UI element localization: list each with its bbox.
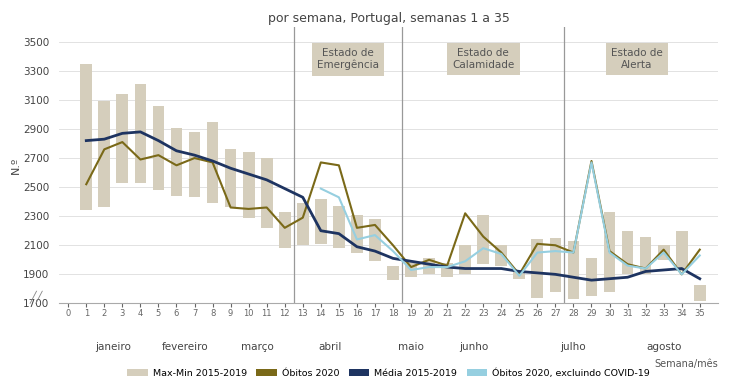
Bar (387, 266, 399, 280)
Text: Estado de
Emergência: Estado de Emergência (317, 48, 379, 70)
Bar (260, 158, 272, 228)
Bar (315, 199, 326, 244)
Bar (225, 149, 237, 207)
Bar (604, 212, 616, 292)
Title: por semana, Portugal, semanas 1 a 35: por semana, Portugal, semanas 1 a 35 (268, 12, 509, 25)
Bar (460, 245, 471, 274)
Bar (423, 258, 435, 274)
Bar (622, 231, 633, 274)
Text: Semana/mês: Semana/mês (654, 359, 718, 369)
Bar (477, 215, 489, 264)
Text: junho: junho (460, 342, 489, 352)
Bar (351, 215, 363, 252)
Text: Estado de
Alerta: Estado de Alerta (610, 48, 662, 70)
Text: fevereiro: fevereiro (162, 342, 209, 352)
Bar (81, 63, 92, 210)
Bar (514, 270, 525, 279)
Bar (116, 94, 128, 183)
Text: março: março (241, 342, 274, 352)
Text: maio: maio (398, 342, 424, 352)
Legend: Max-Min 2015-2019, Óbitos 2020, Média 2015-2019, Óbitos 2020, excluindo COVID-19: Max-Min 2015-2019, Óbitos 2020, Média 20… (124, 364, 653, 382)
Text: janeiro: janeiro (95, 342, 131, 352)
Bar (152, 106, 164, 190)
Y-axis label: N.º: N.º (10, 157, 21, 174)
Bar (98, 102, 110, 207)
Bar (406, 261, 417, 277)
Bar (640, 237, 651, 274)
Bar (333, 206, 345, 248)
Bar (243, 152, 255, 218)
Bar (297, 203, 309, 245)
Bar (171, 128, 182, 196)
Bar (658, 245, 670, 260)
Bar (135, 84, 147, 183)
Text: julho: julho (561, 342, 586, 352)
Bar (279, 212, 291, 248)
Text: abril: abril (318, 342, 342, 352)
Text: ╱╱: ╱╱ (30, 290, 43, 303)
Text: agosto: agosto (646, 342, 682, 352)
Text: Estado de
Calamidade: Estado de Calamidade (452, 48, 514, 70)
Bar (676, 231, 687, 272)
Bar (694, 284, 706, 301)
Bar (495, 245, 507, 266)
Bar (531, 240, 543, 298)
Bar (585, 258, 597, 296)
Bar (369, 219, 381, 261)
Bar (550, 238, 561, 292)
Bar (441, 263, 453, 277)
Bar (206, 122, 218, 203)
Bar (568, 241, 579, 299)
Bar (189, 132, 201, 197)
